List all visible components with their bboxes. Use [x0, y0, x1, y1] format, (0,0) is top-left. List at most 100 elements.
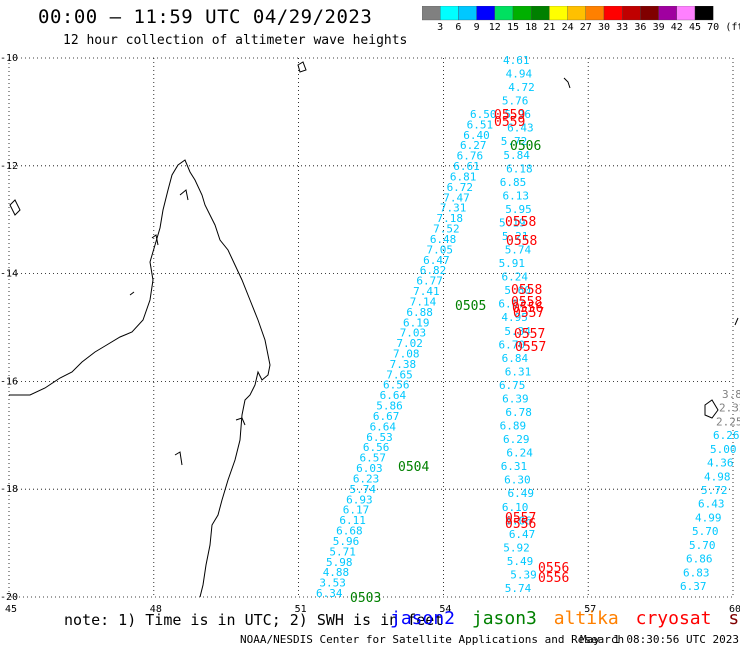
swh-label: 5.74	[505, 582, 532, 595]
swh-label: 5.19	[499, 216, 525, 229]
swh-label: 6.24	[501, 271, 528, 284]
pass-label: 0556	[538, 571, 569, 586]
swh-label: 4.36	[707, 457, 734, 470]
swh-label: 5.96	[333, 535, 360, 548]
swh-label: 6.67	[373, 410, 400, 423]
swh-label: 5.95	[505, 203, 532, 216]
chart-title: 00:00 – 11:59 UTC 04/29/2023	[38, 6, 373, 28]
swh-label: 4.72	[508, 81, 535, 94]
swh-label: 6.18	[506, 162, 533, 175]
swh-label: 7.05	[426, 243, 453, 256]
swh-label: 6.27	[460, 139, 487, 152]
colorbar-tick-label: 33	[616, 22, 629, 33]
swh-label: 5.21	[502, 230, 529, 243]
islet	[563, 77, 571, 89]
islet	[129, 291, 135, 296]
swh-label: 6.06	[505, 514, 532, 527]
colorbar-tick-label: 15	[506, 22, 520, 33]
swh-label: 7.14	[410, 295, 437, 308]
pass-label: 0558	[505, 215, 536, 230]
swh-label: 4.88	[323, 566, 350, 579]
y-tick-label: -18	[0, 484, 18, 495]
colorbar-swatch	[694, 6, 714, 21]
swh-label: 6.70	[499, 338, 526, 351]
satellite-legend: jason2 jason3 altika cryosat s3a	[390, 608, 740, 629]
swh-label: 5.00	[710, 443, 737, 456]
colorbar-tick-label: 21	[543, 22, 556, 33]
swh-label: 2.25	[716, 415, 740, 428]
swh-label: 6.51	[467, 118, 494, 131]
colorbar-tick-label: 27	[579, 22, 592, 33]
colorbar-tick-label: 24	[561, 22, 574, 33]
pass-label: 0504	[398, 460, 429, 475]
colorbar-tick-label: 30	[597, 22, 611, 33]
swh-label: 6.53	[366, 431, 393, 444]
swh-label: 4.94	[506, 68, 533, 81]
swh-label: 6.78	[505, 406, 532, 419]
y-tick-label: -12	[0, 161, 18, 172]
swh-label: 7.03	[400, 327, 427, 340]
swh-label: 6.40	[463, 129, 490, 142]
chart-subtitle: 12 hour collection of altimeter wave hei…	[63, 33, 408, 48]
colorbar-tick-label: 45	[688, 22, 702, 33]
swh-label: 7.31	[440, 202, 467, 215]
colorbar-tick-label: 12	[488, 22, 501, 33]
swh-label: 7.47	[443, 191, 470, 204]
x-tick-label: 51	[295, 604, 307, 615]
legend-jason3: jason3	[471, 608, 537, 629]
colorbar-tick-label: 3	[437, 22, 444, 33]
swh-label: 5.72	[501, 135, 528, 148]
pass-label: 0503	[350, 591, 381, 606]
madagascar-coast	[9, 159, 271, 598]
footnote: note: 1) Time is in UTC; 2) SWH is in fe…	[64, 611, 444, 629]
swh-label: 6.89	[500, 420, 527, 433]
swh-label: 3.53	[319, 577, 346, 590]
swh-label: 5.70	[689, 539, 716, 552]
islet	[297, 61, 307, 73]
swh-label: 6.75	[499, 379, 526, 392]
y-tick-label: -20	[0, 592, 18, 603]
swh-label: 6.34	[316, 587, 343, 600]
y-tick-label: -16	[0, 376, 18, 387]
swh-label: 5.49	[507, 555, 533, 568]
track-2: 4.614.944.725.765.966.435.725.846.186.85…	[498, 54, 536, 595]
wave-height-map: 45 48 51 54 57 60-10-12-14-16-18-20 6.343.534.…	[0, 53, 740, 615]
swh-label: 6.23	[353, 472, 380, 485]
pass-label: 0558	[511, 283, 542, 298]
swh-label: 6.07	[498, 298, 525, 311]
swh-label: 6.85	[500, 176, 527, 189]
pass-label: 0557	[515, 340, 546, 355]
swh-label: 6.56	[383, 379, 410, 392]
swh-label: 6.77	[416, 275, 443, 288]
swh-label: 7.18	[437, 212, 464, 225]
pass-labels-jason3: 0506 0505 0504 0503	[350, 139, 541, 606]
islet	[704, 399, 719, 419]
x-tick-label: 57	[584, 604, 596, 615]
swh-label: 6.84	[502, 352, 529, 365]
swh-label: 6.61	[453, 160, 480, 173]
pass-label: 0556	[505, 517, 536, 532]
swh-label: 6.48	[430, 233, 457, 246]
islet	[235, 417, 246, 426]
credit-date: May 1 08:30:56 UTC 2023	[580, 633, 739, 646]
x-tick-label: 48	[150, 604, 162, 615]
swh-label: 6.47	[423, 254, 450, 267]
swh-label: 6.10	[502, 501, 529, 514]
islet	[179, 189, 189, 201]
swh-label: 6.31	[505, 365, 532, 378]
swh-label: 4.95	[501, 311, 528, 324]
swh-label: 6.86	[686, 553, 713, 566]
islet	[174, 451, 183, 466]
pass-label: 0558	[506, 234, 537, 249]
swh-label: 5.98	[326, 556, 353, 569]
track-3: 6.376.836.865.705.704.996.435.724.984.36…	[680, 388, 740, 593]
swh-label: 4.99	[695, 511, 722, 524]
x-tick-label: 45	[5, 604, 17, 615]
swh-label: 5.74	[505, 244, 532, 257]
swh-label: 6.56	[363, 441, 390, 454]
pass-label: 0559	[494, 108, 525, 123]
pass-label: 0559	[494, 115, 525, 130]
track-1: 6.343.534.885.985.715.966.686.116.176.93…	[316, 108, 497, 600]
x-tick-label: 60	[729, 604, 740, 615]
swh-label: 6.57	[360, 452, 387, 465]
